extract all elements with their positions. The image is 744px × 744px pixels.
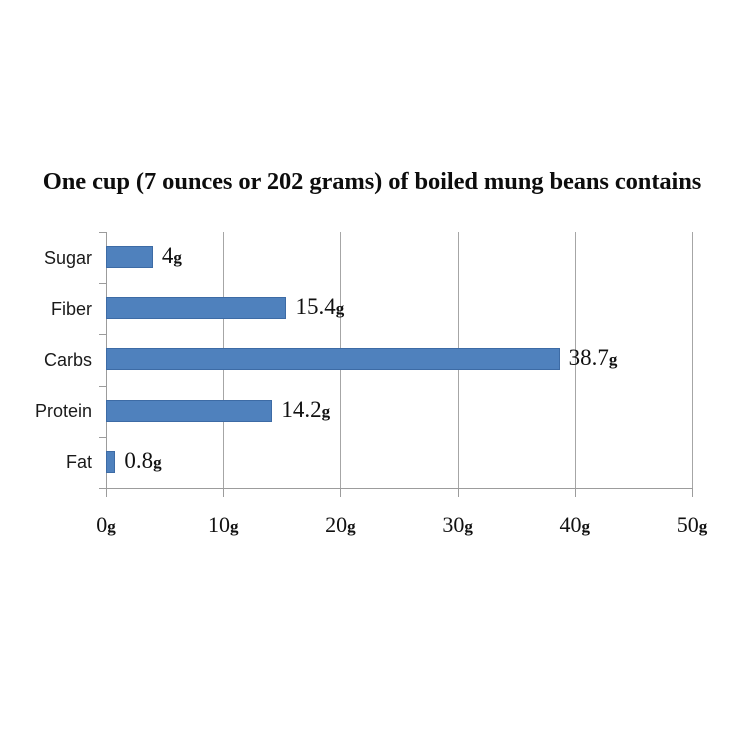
x-axis-tick-50g [692,489,693,497]
bar-value-number: 0.8 [124,447,154,473]
y-axis-tick [99,334,107,336]
bar-protein[interactable] [106,399,273,422]
bar-value-number: 4 [161,243,174,268]
bar-sugar[interactable] [106,246,153,268]
x-axis-label-10g: 10g [183,512,263,538]
chart-title: One cup (7 ounces or 202 grams) of boile… [42,168,702,195]
x-axis-label-unit: g [581,517,591,536]
plot-area: 4g 15.4g 38.7g 14.2g 0.8g [106,232,692,488]
bar-carbs[interactable] [106,348,560,371]
x-axis-tick-20g [340,489,342,497]
bar-value-label-protein: 14.2g [281,395,330,427]
x-axis-label-40g: 40g [535,512,615,538]
x-axis-label-30g: 30g [418,512,498,538]
x-axis-label-unit: g [107,517,116,536]
bar-row: 14.2g [106,386,706,436]
bar-value-unit: g [173,248,182,267]
bar-value-label-carbs: 38.7g [569,343,618,375]
bar-row: 0.8g [106,437,706,487]
y-axis-tick [99,436,107,438]
x-axis-label-number: 10 [207,512,230,537]
x-axis-tick-30g [457,489,459,497]
y-axis-tick [99,232,107,233]
x-axis-label-unit: g [229,517,239,536]
bar-value-unit: g [321,401,331,421]
bar-row: 38.7g [106,334,706,384]
x-axis-tick-40g [574,489,576,497]
x-axis-label-number: 30 [442,512,465,537]
x-axis-label-number: 40 [559,512,582,537]
bar-fiber[interactable] [106,297,287,320]
category-label-sugar: Sugar [43,247,92,268]
y-axis-tick [99,488,107,489]
bar-value-unit: g [608,350,618,370]
x-axis-tick-0g [106,489,107,497]
bar-value-number: 14.2 [281,396,322,422]
bar-value-label-fiber: 15.4g [295,292,344,324]
bar-value-number: 38.7 [568,345,609,371]
gridline-40g [574,232,576,488]
bar-value-number: 15.4 [295,294,336,320]
category-label-protein: Protein [34,401,92,422]
bar-row: 4g [106,232,706,282]
x-axis-label-50g: 50g [652,512,732,538]
x-axis-label-0g: 0g [66,512,146,538]
gridline-50g [692,232,693,488]
bar-value-label-fat: 0.8g [124,446,161,478]
x-axis-line [106,488,693,489]
x-axis-label-20g: 20g [300,512,380,538]
x-axis-label-number: 0 [96,512,108,537]
x-axis-label-unit: g [347,517,356,536]
category-label-carbs: Carbs [43,350,92,370]
x-axis-label-unit: g [698,517,708,536]
bar-value-unit: g [335,299,345,319]
category-label-fiber: Fiber [50,298,92,319]
bar-row: 15.4g [106,283,706,333]
x-axis-tick-10g [223,489,225,497]
bar-value-label-sugar: 4g [162,241,182,273]
y-axis-tick [99,283,107,285]
bar-value-unit: g [153,452,162,472]
x-axis-label-unit: g [464,517,473,536]
category-label-fat: Fat [65,452,92,473]
x-axis-label-number: 20 [325,512,348,537]
x-axis-label-number: 50 [676,512,699,537]
y-axis-tick [99,385,107,387]
bar-fat[interactable] [106,450,116,473]
